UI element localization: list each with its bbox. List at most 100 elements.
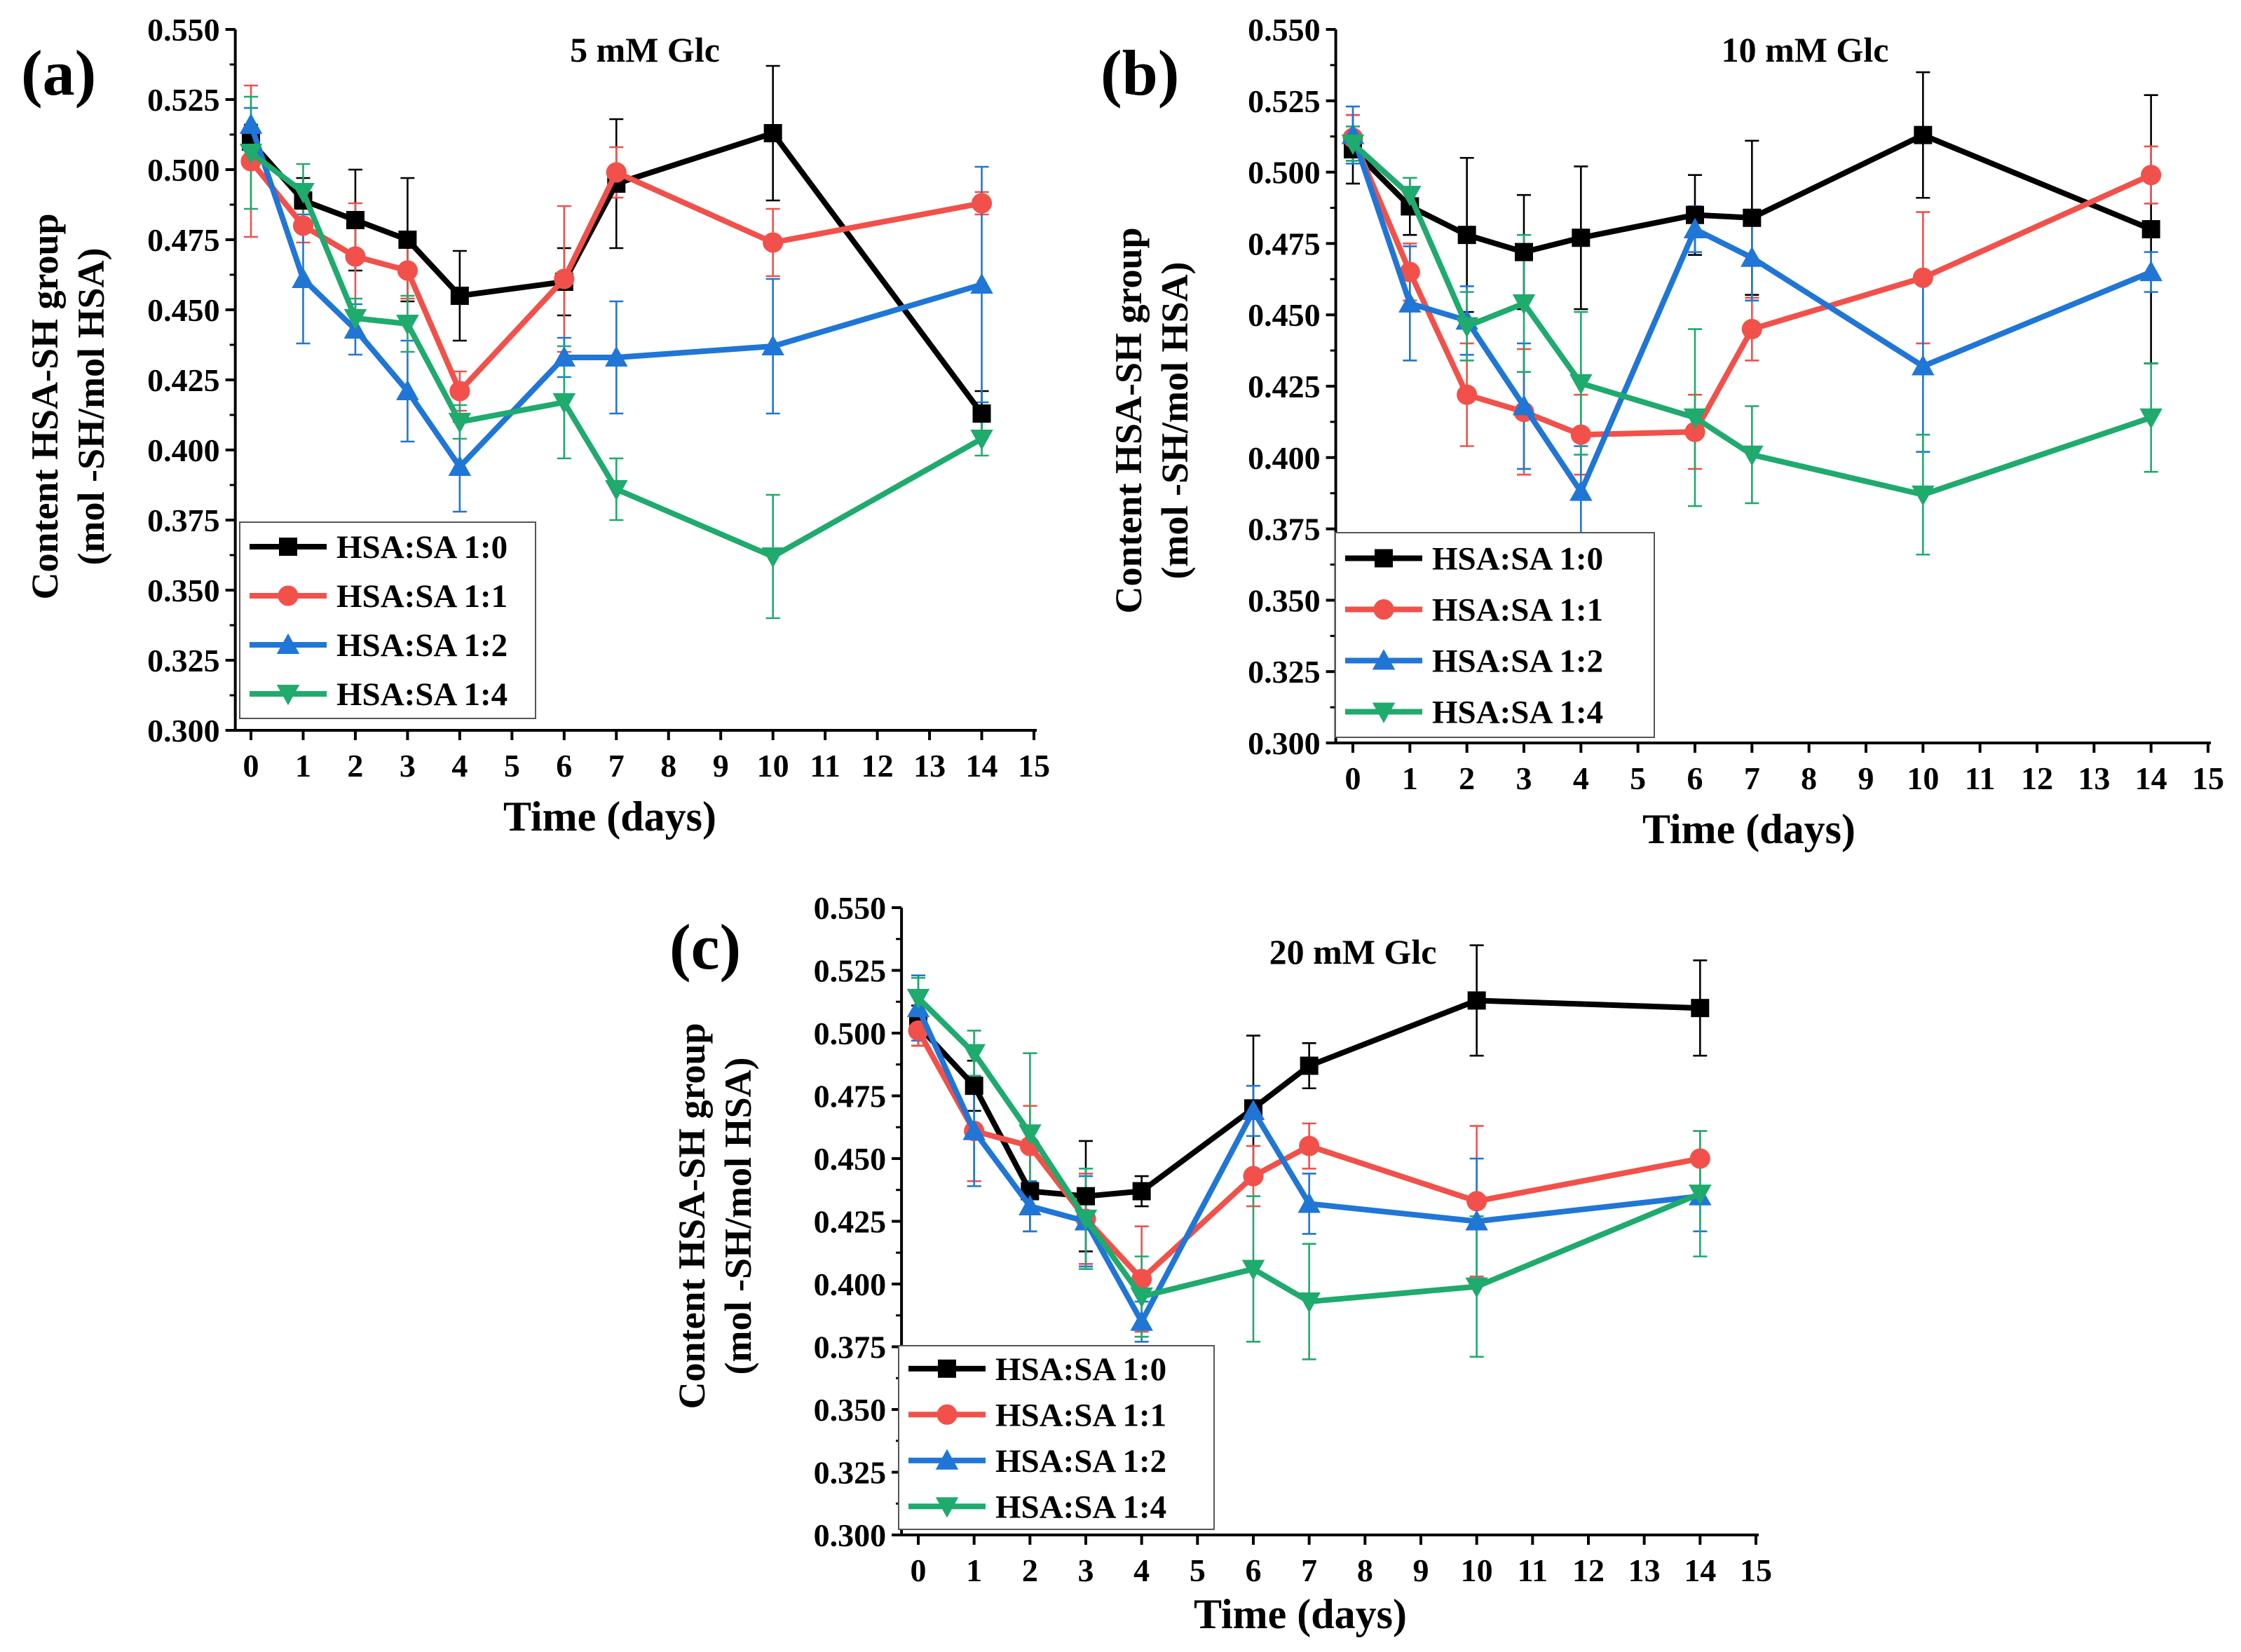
x-tick-label: 15 (2192, 760, 2224, 796)
data-point (761, 334, 784, 355)
data-point (554, 268, 575, 289)
x-tick-label: 3 (1516, 760, 1532, 796)
data-point (1297, 1292, 1321, 1313)
x-axis-title: Time (days) (503, 793, 716, 840)
legend-swatch-marker (936, 1404, 958, 1425)
y-tick-label: 0.525 (1248, 83, 1321, 119)
data-point (1399, 261, 1420, 282)
y-tick-label: 0.475 (147, 222, 220, 258)
data-point (398, 231, 417, 249)
data-point (448, 455, 472, 476)
y-tick-label: 0.300 (814, 1517, 887, 1553)
x-tick-label: 11 (810, 748, 840, 784)
data-point (1683, 217, 1707, 239)
y-tick-label: 0.500 (147, 152, 220, 188)
panel-a: (a) 5 mM Glc Content HSA-SH group (mol -… (21, 12, 1050, 840)
data-point (763, 124, 782, 142)
y-axis-title-line1: Content HSA-SH group (671, 1023, 713, 1409)
data-point (346, 211, 365, 229)
x-tick-label: 4 (451, 748, 468, 784)
data-point (1515, 243, 1533, 261)
x-tick-label: 8 (1357, 1552, 1373, 1588)
legend-swatch-marker (278, 585, 299, 606)
legend-swatch-marker (1375, 549, 1393, 568)
x-tick-label: 7 (1301, 1552, 1317, 1588)
data-point (1457, 384, 1478, 405)
x-tick-label: 7 (608, 748, 625, 784)
panel-letter: (a) (21, 37, 96, 109)
x-tick-label: 13 (1628, 1552, 1661, 1588)
data-point (1243, 1166, 1264, 1187)
legend-swatch-marker (1373, 599, 1394, 620)
panel-b: (b) 10 mM Glc Content HSA-SH group (mol … (1101, 12, 2224, 852)
data-point (1467, 991, 1486, 1010)
data-point (1914, 125, 1933, 144)
data-point (763, 232, 784, 253)
x-tick-label: 15 (1740, 1552, 1772, 1588)
y-tick-label: 0.375 (147, 503, 220, 538)
x-tick-label: 2 (1022, 1552, 1038, 1588)
y-tick-label: 0.550 (1248, 12, 1321, 48)
legend-label: HSA:SA 1:4 (1432, 695, 1603, 731)
y-tick-label: 0.500 (814, 1016, 887, 1051)
x-tick-label: 6 (556, 748, 572, 784)
data-point (450, 287, 469, 305)
panel-letter: (b) (1101, 37, 1179, 109)
x-tick-label: 11 (1965, 760, 1995, 796)
data-point (2141, 165, 2162, 186)
legend-label: HSA:SA 1:1 (995, 1397, 1166, 1433)
x-tick-label: 12 (1572, 1552, 1605, 1588)
x-tick-label: 10 (1907, 760, 1939, 796)
data-point (1130, 1287, 1153, 1309)
legend-swatch-marker (938, 1359, 956, 1378)
data-point (448, 413, 472, 434)
data-point (1512, 395, 1536, 416)
x-tick-label: 14 (1684, 1552, 1716, 1588)
y-tick-label: 0.525 (814, 953, 887, 989)
x-tick-label: 11 (1518, 1552, 1548, 1588)
data-point (1132, 1182, 1151, 1201)
data-point (1299, 1135, 1320, 1156)
chart-title: 5 mM Glc (570, 30, 720, 69)
y-tick-label: 0.325 (814, 1455, 887, 1491)
y-tick-label: 0.425 (814, 1204, 887, 1240)
x-tick-label: 3 (400, 748, 416, 784)
x-tick-label: 4 (1573, 760, 1589, 796)
x-tick-label: 1 (966, 1552, 982, 1588)
legend-label: HSA:SA 1:4 (336, 676, 508, 713)
data-point (970, 430, 993, 451)
data-point (970, 273, 993, 294)
data-point (1074, 1209, 1098, 1231)
y-tick-label: 0.350 (147, 573, 220, 608)
y-tick-label: 0.350 (814, 1392, 887, 1428)
y-tick-label: 0.325 (1248, 654, 1321, 690)
x-tick-label: 1 (1402, 760, 1418, 796)
x-axis-title: Time (days) (1642, 806, 1855, 852)
data-point (397, 260, 418, 281)
x-tick-label: 10 (757, 748, 789, 784)
y-tick-label: 0.475 (1248, 226, 1321, 261)
data-point (1912, 485, 1935, 506)
data-point (1465, 1210, 1488, 1231)
legend-label: HSA:SA 1:0 (336, 529, 508, 566)
data-point (1398, 186, 1422, 207)
y-axis-title-line2: (mol -SH/mol HSA) (70, 248, 112, 566)
y-tick-label: 0.500 (1248, 155, 1321, 191)
data-point (606, 162, 627, 183)
y-tick-label: 0.450 (147, 292, 220, 328)
y-tick-label: 0.300 (147, 713, 220, 749)
legend-swatch-marker (279, 538, 297, 556)
data-point (1457, 226, 1476, 245)
legend: HSA:SA 1:0 HSA:SA 1:1 HSA:SA 1:2 HSA:SA 1:4 (1335, 532, 1655, 738)
legend-label: HSA:SA 1:2 (1432, 643, 1603, 680)
x-tick-label: 3 (1078, 1552, 1094, 1588)
data-point (345, 246, 366, 267)
data-point (962, 1119, 986, 1140)
data-point (1512, 294, 1536, 315)
data-point (449, 381, 470, 402)
data-point (1297, 1192, 1321, 1213)
data-point (1130, 1310, 1153, 1331)
data-point (1912, 267, 1933, 288)
data-point (343, 309, 367, 330)
